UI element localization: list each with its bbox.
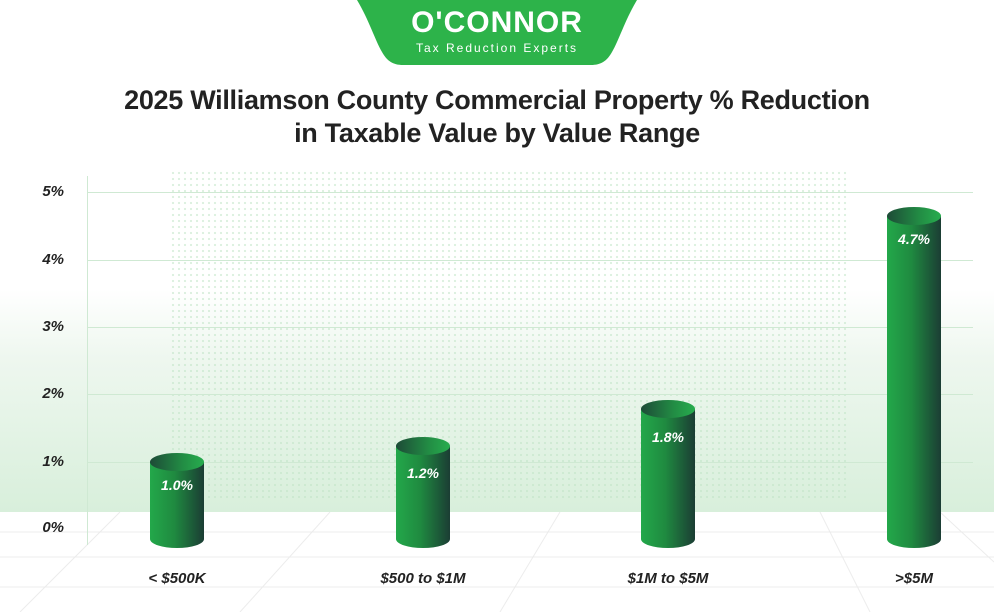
y-tick-3: 3% <box>42 318 64 335</box>
brand-logo: O'CONNOR Tax Reduction Experts <box>357 0 637 65</box>
y-tick-0: 0% <box>42 519 64 536</box>
bar-body <box>396 446 450 539</box>
bar-1m-to-5m: 1.8% <box>641 400 695 549</box>
bar-top <box>887 207 941 225</box>
gridline-2 <box>88 394 973 395</box>
x-label-500-to-1m: $500 to $1M <box>380 570 466 587</box>
bar-body <box>150 462 204 539</box>
gridline-3 <box>88 327 973 328</box>
x-label-1m-to-5m: $1M to $5M <box>627 570 709 587</box>
y-tick-4: 4% <box>42 251 64 268</box>
x-label-over-5m: >$5M <box>895 570 933 587</box>
chart-title: 2025 Williamson County Commercial Proper… <box>0 84 994 150</box>
bar-under-500k: 1.0% <box>150 453 204 549</box>
gridline-1 <box>88 462 973 463</box>
y-axis-line <box>87 176 88 545</box>
bar-top <box>641 400 695 418</box>
logo-tagline: Tax Reduction Experts <box>415 41 579 55</box>
gridline-4 <box>88 260 973 261</box>
x-label-under-500k: < $500K <box>148 570 206 587</box>
bar-body <box>887 216 941 539</box>
gridline-5 <box>88 192 973 193</box>
bar-over-5m: 4.7% <box>887 207 941 549</box>
bar-value-label: 1.0% <box>161 477 193 493</box>
bar-top <box>396 437 450 455</box>
bar-body <box>641 409 695 539</box>
y-tick-5: 5% <box>42 183 64 200</box>
y-tick-1: 1% <box>42 453 64 470</box>
world-map-decoration <box>170 170 850 500</box>
bar-value-label: 1.8% <box>652 429 684 445</box>
title-line-1: 2025 Williamson County Commercial Proper… <box>124 85 870 115</box>
bar-value-label: 4.7% <box>898 231 930 247</box>
bar-top <box>150 453 204 471</box>
logo-brand-name: O'CONNOR <box>411 6 583 39</box>
title-line-2: in Taxable Value by Value Range <box>294 118 700 148</box>
y-tick-2: 2% <box>42 385 64 402</box>
bar-500-to-1m: 1.2% <box>396 437 450 549</box>
bar-value-label: 1.2% <box>407 465 439 481</box>
